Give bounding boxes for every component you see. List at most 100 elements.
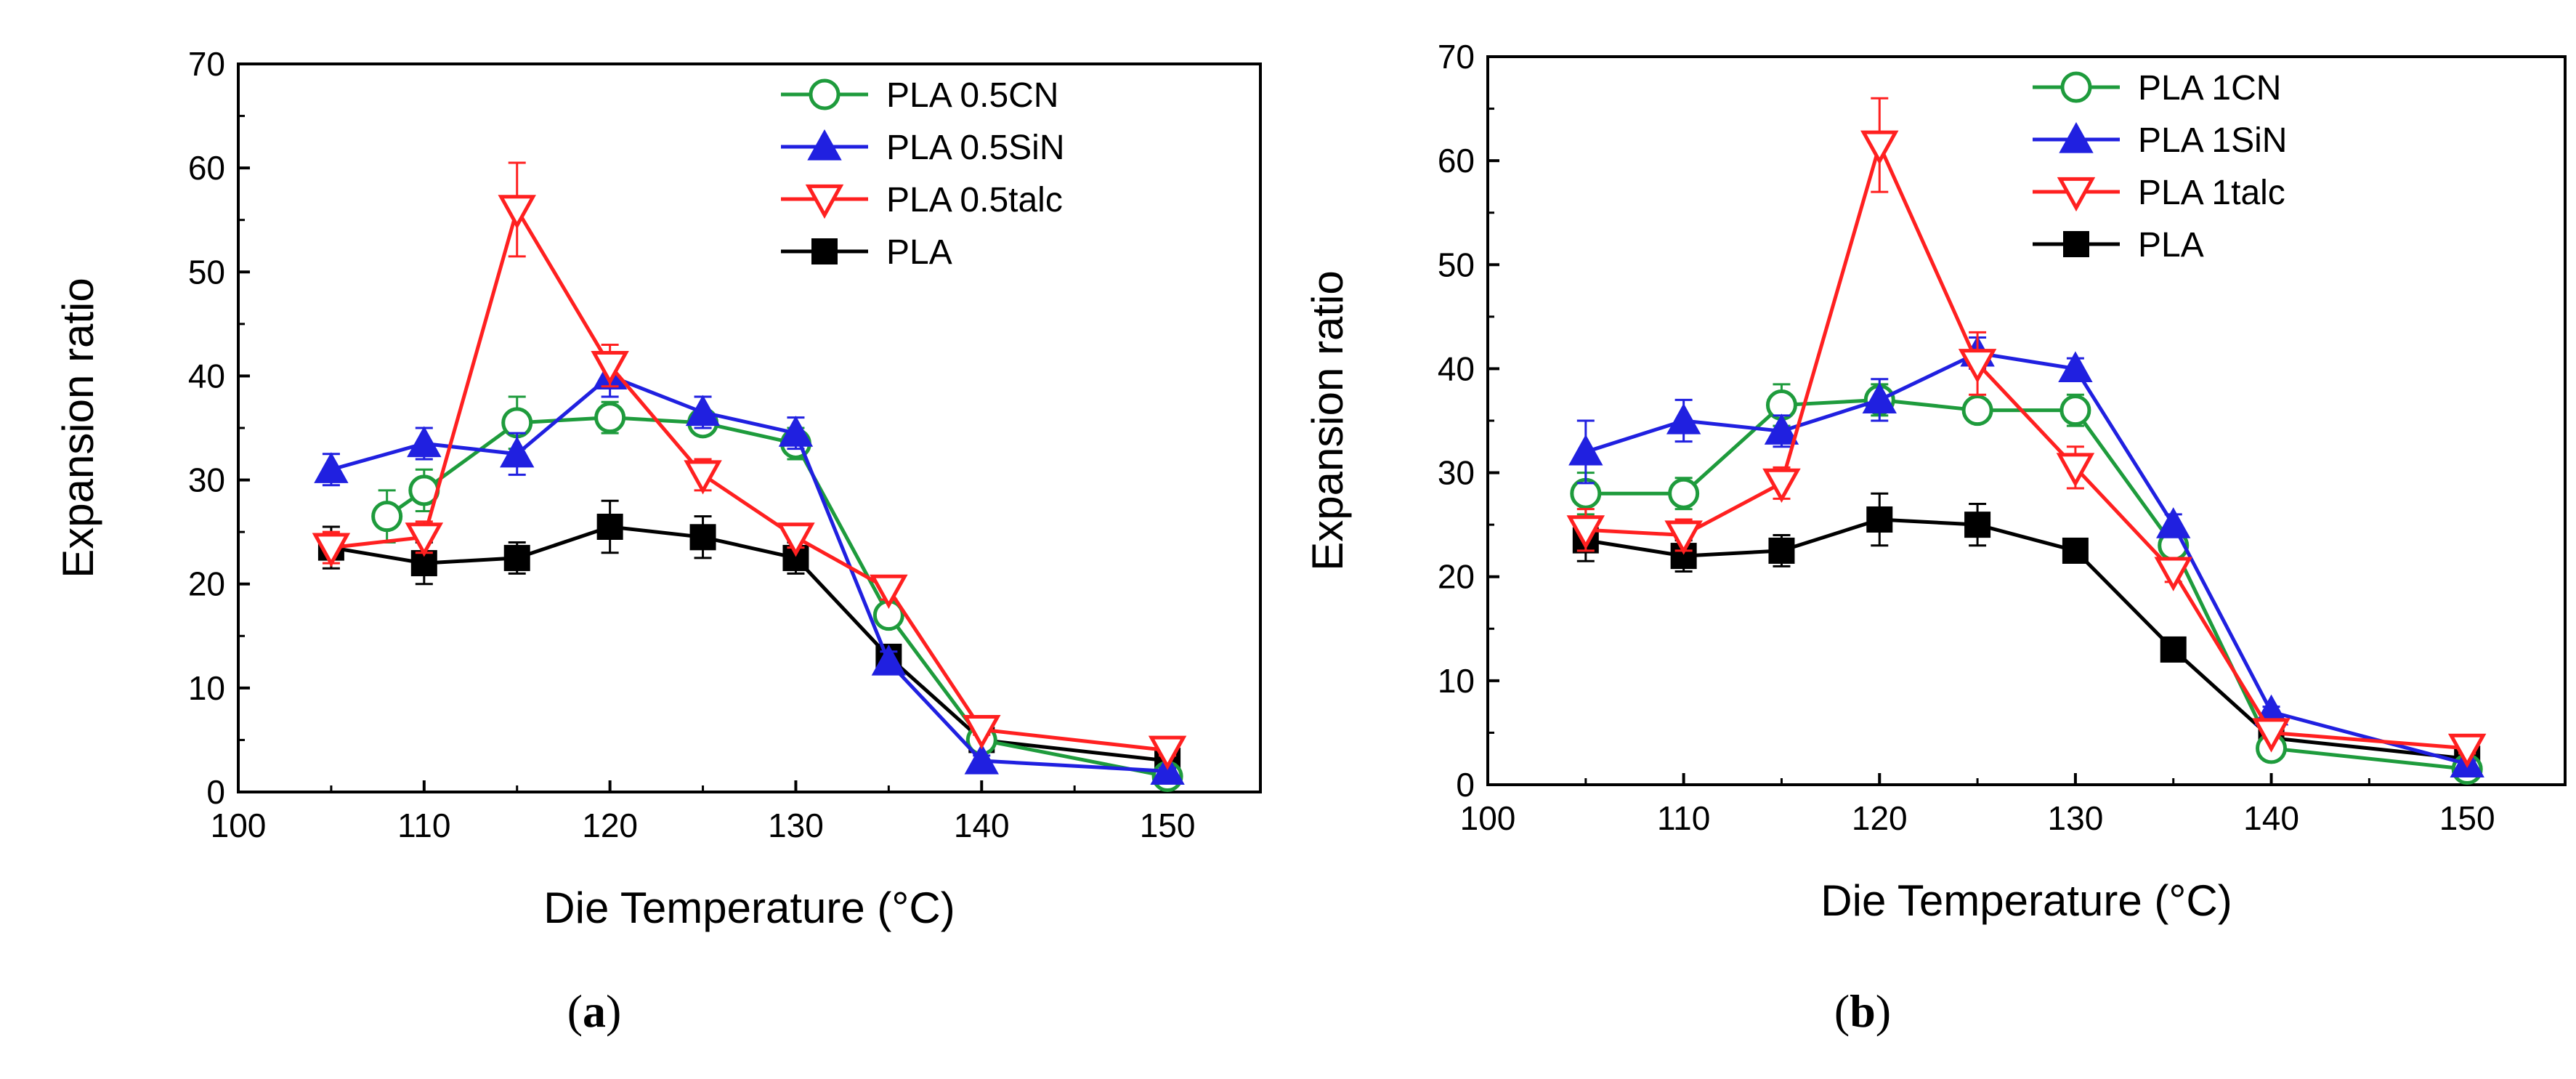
series-line bbox=[1585, 397, 2468, 772]
series-line bbox=[331, 205, 1168, 753]
series-line bbox=[1585, 140, 2468, 751]
series-line bbox=[386, 416, 1168, 778]
marker-circle-open bbox=[371, 501, 403, 533]
marker-square-filled bbox=[596, 513, 623, 540]
legend-label: PLA bbox=[886, 233, 952, 272]
marker-circle-open bbox=[594, 402, 626, 434]
y-axis-title: Expansion ratio bbox=[54, 278, 102, 578]
marker-triangle-down-open bbox=[805, 184, 844, 219]
plot-frame bbox=[1486, 55, 2567, 786]
chart-b-svg: 0 10 20 30 40 50 60 70 100 110 120 130 140 150 Die Tem… bbox=[1303, 38, 2567, 925]
marker-square-filled bbox=[2063, 231, 2089, 257]
marker-triangle-down-open bbox=[2056, 453, 2095, 488]
x-tick-label: 140 bbox=[954, 807, 1010, 844]
marker-square-filled bbox=[2062, 537, 2089, 564]
y-tick-label: 20 bbox=[1438, 558, 1475, 596]
x-tick-label: 110 bbox=[397, 807, 450, 844]
series-pla-1sin bbox=[1568, 335, 2484, 777]
y-tick-label: 20 bbox=[188, 565, 225, 603]
legend: PLA 0.5CN PLA 0.5SiN PLA 0.5talc PLA bbox=[781, 76, 1064, 272]
marker-triangle-down-open bbox=[2057, 177, 2096, 212]
marker-circle-open bbox=[1668, 477, 1700, 509]
marker-triangle-down-open bbox=[1860, 130, 1899, 165]
legend-label: PLA 1SiN bbox=[2138, 121, 2287, 160]
x-tick-label: 100 bbox=[1460, 799, 1516, 837]
marker-triangle-down-open bbox=[2154, 557, 2192, 591]
marker-triangle-down-open bbox=[1148, 735, 1187, 770]
x-tick-label: 120 bbox=[582, 807, 638, 844]
marker-circle-open bbox=[809, 78, 841, 110]
x-tick-label: 140 bbox=[2243, 799, 2299, 837]
legend-label: PLA 0.5talc bbox=[886, 181, 1063, 219]
marker-triangle-up-filled bbox=[685, 395, 721, 427]
y-tick-label: 30 bbox=[188, 461, 225, 499]
marker-triangle-up-filled bbox=[407, 426, 442, 458]
marker-triangle-up-filled bbox=[1764, 413, 1799, 445]
marker-square-filled bbox=[503, 544, 530, 571]
marker-square-filled bbox=[811, 238, 838, 264]
series-line bbox=[1585, 517, 2468, 761]
marker-triangle-up-filled bbox=[1862, 382, 1897, 413]
marker-triangle-up-filled bbox=[871, 644, 907, 676]
chart-panel-a: 0 10 20 30 40 50 60 70 100 110 120 130 140 150 Die Tem… bbox=[54, 45, 1262, 1037]
marker-triangle-up-filled bbox=[2059, 121, 2094, 153]
series-pla-0-5cn bbox=[371, 395, 1183, 793]
marker-triangle-down-open bbox=[312, 533, 351, 567]
x-tick-label: 130 bbox=[2048, 799, 2104, 837]
y-tick-label: 10 bbox=[1438, 662, 1475, 700]
series-pla-0-5sin bbox=[314, 354, 1185, 785]
marker-triangle-down-open bbox=[1664, 520, 1703, 555]
marker-triangle-down-open bbox=[405, 522, 444, 557]
series-pla-1talc bbox=[1566, 97, 2487, 769]
y-tick-label: 50 bbox=[188, 253, 225, 291]
y-tick-label: 70 bbox=[1438, 38, 1475, 76]
y-axis-title: Expansion ratio bbox=[1303, 270, 1352, 571]
legend-label: PLA 1CN bbox=[2138, 69, 2281, 108]
series-line bbox=[331, 373, 1168, 773]
y-tick-label: 60 bbox=[188, 149, 225, 187]
legend-label: PLA bbox=[2138, 226, 2204, 264]
marker-triangle-down-open bbox=[2447, 733, 2487, 769]
legend-label: PLA 0.5CN bbox=[886, 76, 1058, 115]
marker-triangle-down-open bbox=[591, 351, 629, 386]
marker-triangle-down-open bbox=[777, 522, 815, 557]
legend-label: PLA 0.5SiN bbox=[886, 129, 1064, 167]
marker-circle-open bbox=[1961, 395, 1993, 427]
marker-triangle-down-open bbox=[1958, 349, 1997, 384]
marker-triangle-up-filled bbox=[964, 743, 999, 775]
marker-triangle-down-open bbox=[963, 715, 1001, 750]
x-tick-label: 150 bbox=[1140, 807, 1196, 844]
marker-square-filled bbox=[1866, 506, 1893, 533]
marker-circle-open bbox=[2059, 395, 2091, 427]
marker-triangle-down-open bbox=[498, 195, 536, 230]
marker-triangle-up-filled bbox=[500, 436, 535, 468]
y-tick-label: 40 bbox=[188, 357, 225, 395]
marker-triangle-up-filled bbox=[778, 416, 814, 447]
marker-square-filled bbox=[689, 524, 716, 551]
x-tick-label: 130 bbox=[768, 807, 824, 844]
y-tick-label: 50 bbox=[1438, 246, 1475, 283]
marker-triangle-down-open bbox=[1566, 515, 1605, 550]
marker-triangle-up-filled bbox=[1666, 403, 1701, 435]
y-tick-label: 70 bbox=[188, 45, 225, 83]
y-tick-label: 60 bbox=[1438, 142, 1475, 179]
series-pla bbox=[317, 499, 1181, 775]
x-tick-label: 100 bbox=[211, 807, 267, 844]
marker-triangle-up-filled bbox=[2058, 351, 2093, 383]
marker-triangle-up-filled bbox=[1568, 434, 1603, 466]
plot-frame bbox=[237, 62, 1262, 793]
legend: PLA 1CN PLA 1SiN PLA 1talc PLA bbox=[2033, 69, 2287, 264]
marker-triangle-up-filled bbox=[2156, 507, 2191, 538]
marker-triangle-up-filled bbox=[314, 452, 349, 483]
marker-triangle-down-open bbox=[2252, 718, 2291, 753]
series-pla-1cn bbox=[1570, 383, 2483, 785]
chart-a-svg: 0 10 20 30 40 50 60 70 100 110 120 130 140 150 Die Tem… bbox=[54, 45, 1262, 932]
legend-label: PLA 1talc bbox=[2138, 174, 2285, 212]
marker-triangle-down-open bbox=[1762, 468, 1801, 504]
x-tick-label: 120 bbox=[1852, 799, 1908, 837]
chart-panel-b: 0 10 20 30 40 50 60 70 100 110 120 130 140 150 Die Tem… bbox=[1288, 0, 2576, 1079]
marker-circle-open bbox=[2060, 71, 2092, 103]
y-tick-label: 30 bbox=[1438, 454, 1475, 492]
marker-triangle-up-filled bbox=[807, 129, 842, 161]
series-pla-0-5talc bbox=[312, 161, 1187, 770]
